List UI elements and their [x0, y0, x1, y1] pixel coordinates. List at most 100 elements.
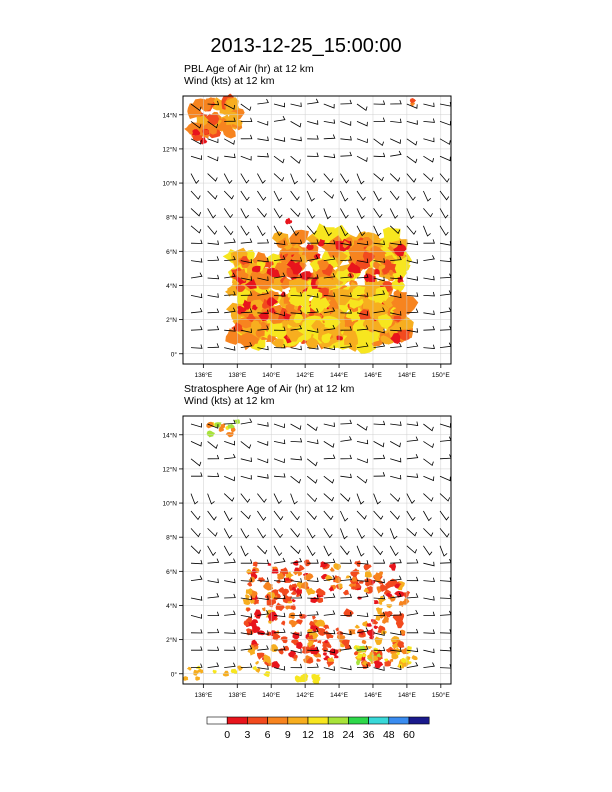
wind-barb: [439, 436, 452, 442]
strat-field-patch: [378, 571, 384, 576]
wind-barb: [273, 493, 282, 505]
wind-barb: [357, 663, 369, 668]
strat-field-patch: [363, 563, 372, 571]
wind-barb: [323, 153, 336, 159]
strat-field-patch: [275, 602, 285, 612]
wind-barb: [406, 190, 416, 201]
wind-barb: [240, 103, 252, 112]
wind-barb: [356, 493, 365, 505]
wind-barb: [323, 475, 335, 484]
colorbar-label: 36: [363, 729, 375, 741]
wind-barb: [356, 577, 369, 582]
wind-barb: [340, 593, 352, 599]
wind-barb: [356, 458, 368, 464]
wind-barb: [273, 594, 286, 600]
wind-barb: [290, 510, 300, 521]
wind-barb: [290, 631, 302, 637]
strat-field-patch: [257, 630, 266, 636]
wind-barb: [190, 307, 203, 314]
strat-field-patch: [366, 622, 372, 627]
strat-field-patch: [291, 591, 297, 595]
strat-field-patch: [255, 660, 259, 665]
wind-barb: [273, 473, 286, 478]
pbl-field-patch: [265, 290, 279, 303]
tick-label-lon: 142°E: [296, 691, 314, 699]
wind-barb: [240, 493, 251, 503]
strat-field-patch: [373, 625, 379, 629]
wind-barb: [323, 134, 336, 140]
wind-barb: [190, 258, 203, 263]
tick-label-lat: 2°N: [166, 636, 177, 644]
pbl-field-patch: [382, 267, 388, 275]
strat-field-patch: [356, 659, 361, 666]
wind-barb: [373, 290, 386, 296]
wind-barb: [439, 121, 451, 126]
wind-barb: [273, 311, 286, 317]
wind-barb: [224, 307, 236, 314]
strat-field-patch: [281, 620, 286, 626]
wind-barb: [406, 528, 417, 537]
wind-barb: [224, 558, 236, 564]
wind-barb: [190, 596, 203, 601]
panel-pbl-grid: [183, 96, 451, 364]
wind-barb: [190, 545, 201, 555]
tick-label-lat: 12°N: [162, 465, 177, 473]
wind-barb: [323, 629, 336, 635]
wind-barb: [207, 208, 217, 219]
strat-field-patch: [245, 617, 253, 624]
pbl-field-patch: [293, 312, 304, 324]
strat-field-patch: [303, 573, 314, 581]
wind-barb: [323, 307, 336, 314]
colorbar-swatch: [408, 716, 430, 725]
wind-barb: [423, 225, 431, 237]
wind-barb: [323, 441, 335, 448]
wind-barb: [224, 346, 236, 351]
wind-barb: [389, 190, 400, 201]
wind-barb: [273, 102, 286, 108]
wind-barb: [373, 208, 383, 219]
tick-label-lon: 148°E: [398, 691, 416, 699]
wind-barb: [356, 325, 369, 331]
panel-pbl-subtitle-2: Wind (kts) at 12 km: [184, 75, 275, 87]
wind-barb: [356, 138, 368, 144]
colorbar-label: 24: [343, 729, 355, 741]
wind-barb: [207, 138, 219, 144]
wind-barb: [273, 225, 283, 237]
wind-barb: [439, 493, 451, 502]
pbl-field-patch: [397, 329, 411, 341]
strat-field-patch: [246, 581, 253, 587]
pbl-field-patch: [267, 311, 274, 318]
strat-field-patch: [317, 640, 322, 644]
wind-barb: [257, 289, 269, 296]
wind-barb: [323, 648, 335, 654]
wind-barb: [356, 225, 366, 237]
wind-barb: [257, 528, 267, 539]
wind-barb: [373, 152, 386, 158]
wind-barb: [356, 545, 365, 557]
wind-barb: [423, 325, 435, 331]
wind-barb: [340, 292, 352, 297]
panel-strat-grid: [183, 416, 451, 684]
wind-barb: [423, 545, 433, 556]
strat-field-patch: [361, 653, 366, 658]
wind-barb: [207, 472, 220, 478]
wind-barb: [240, 441, 252, 449]
panel-pbl-field: [184, 93, 419, 355]
wind-barb: [406, 436, 419, 442]
pbl-field-patch: [193, 135, 203, 142]
wind-barb: [240, 173, 250, 184]
pbl-field-patch: [393, 315, 402, 323]
wind-barb: [273, 439, 286, 445]
wind-barb: [390, 647, 402, 652]
wind-barb: [323, 422, 335, 428]
wind-barb: [190, 423, 202, 428]
strat-field-patch: [243, 620, 250, 627]
wind-barb: [306, 458, 318, 467]
wind-barb: [439, 208, 449, 219]
strat-field-patch: [320, 561, 329, 568]
wind-barb: [340, 208, 349, 219]
pbl-field-patch: [289, 297, 298, 307]
wind-barb: [389, 493, 401, 502]
wind-barb: [191, 646, 203, 651]
wind-barb: [406, 276, 419, 281]
